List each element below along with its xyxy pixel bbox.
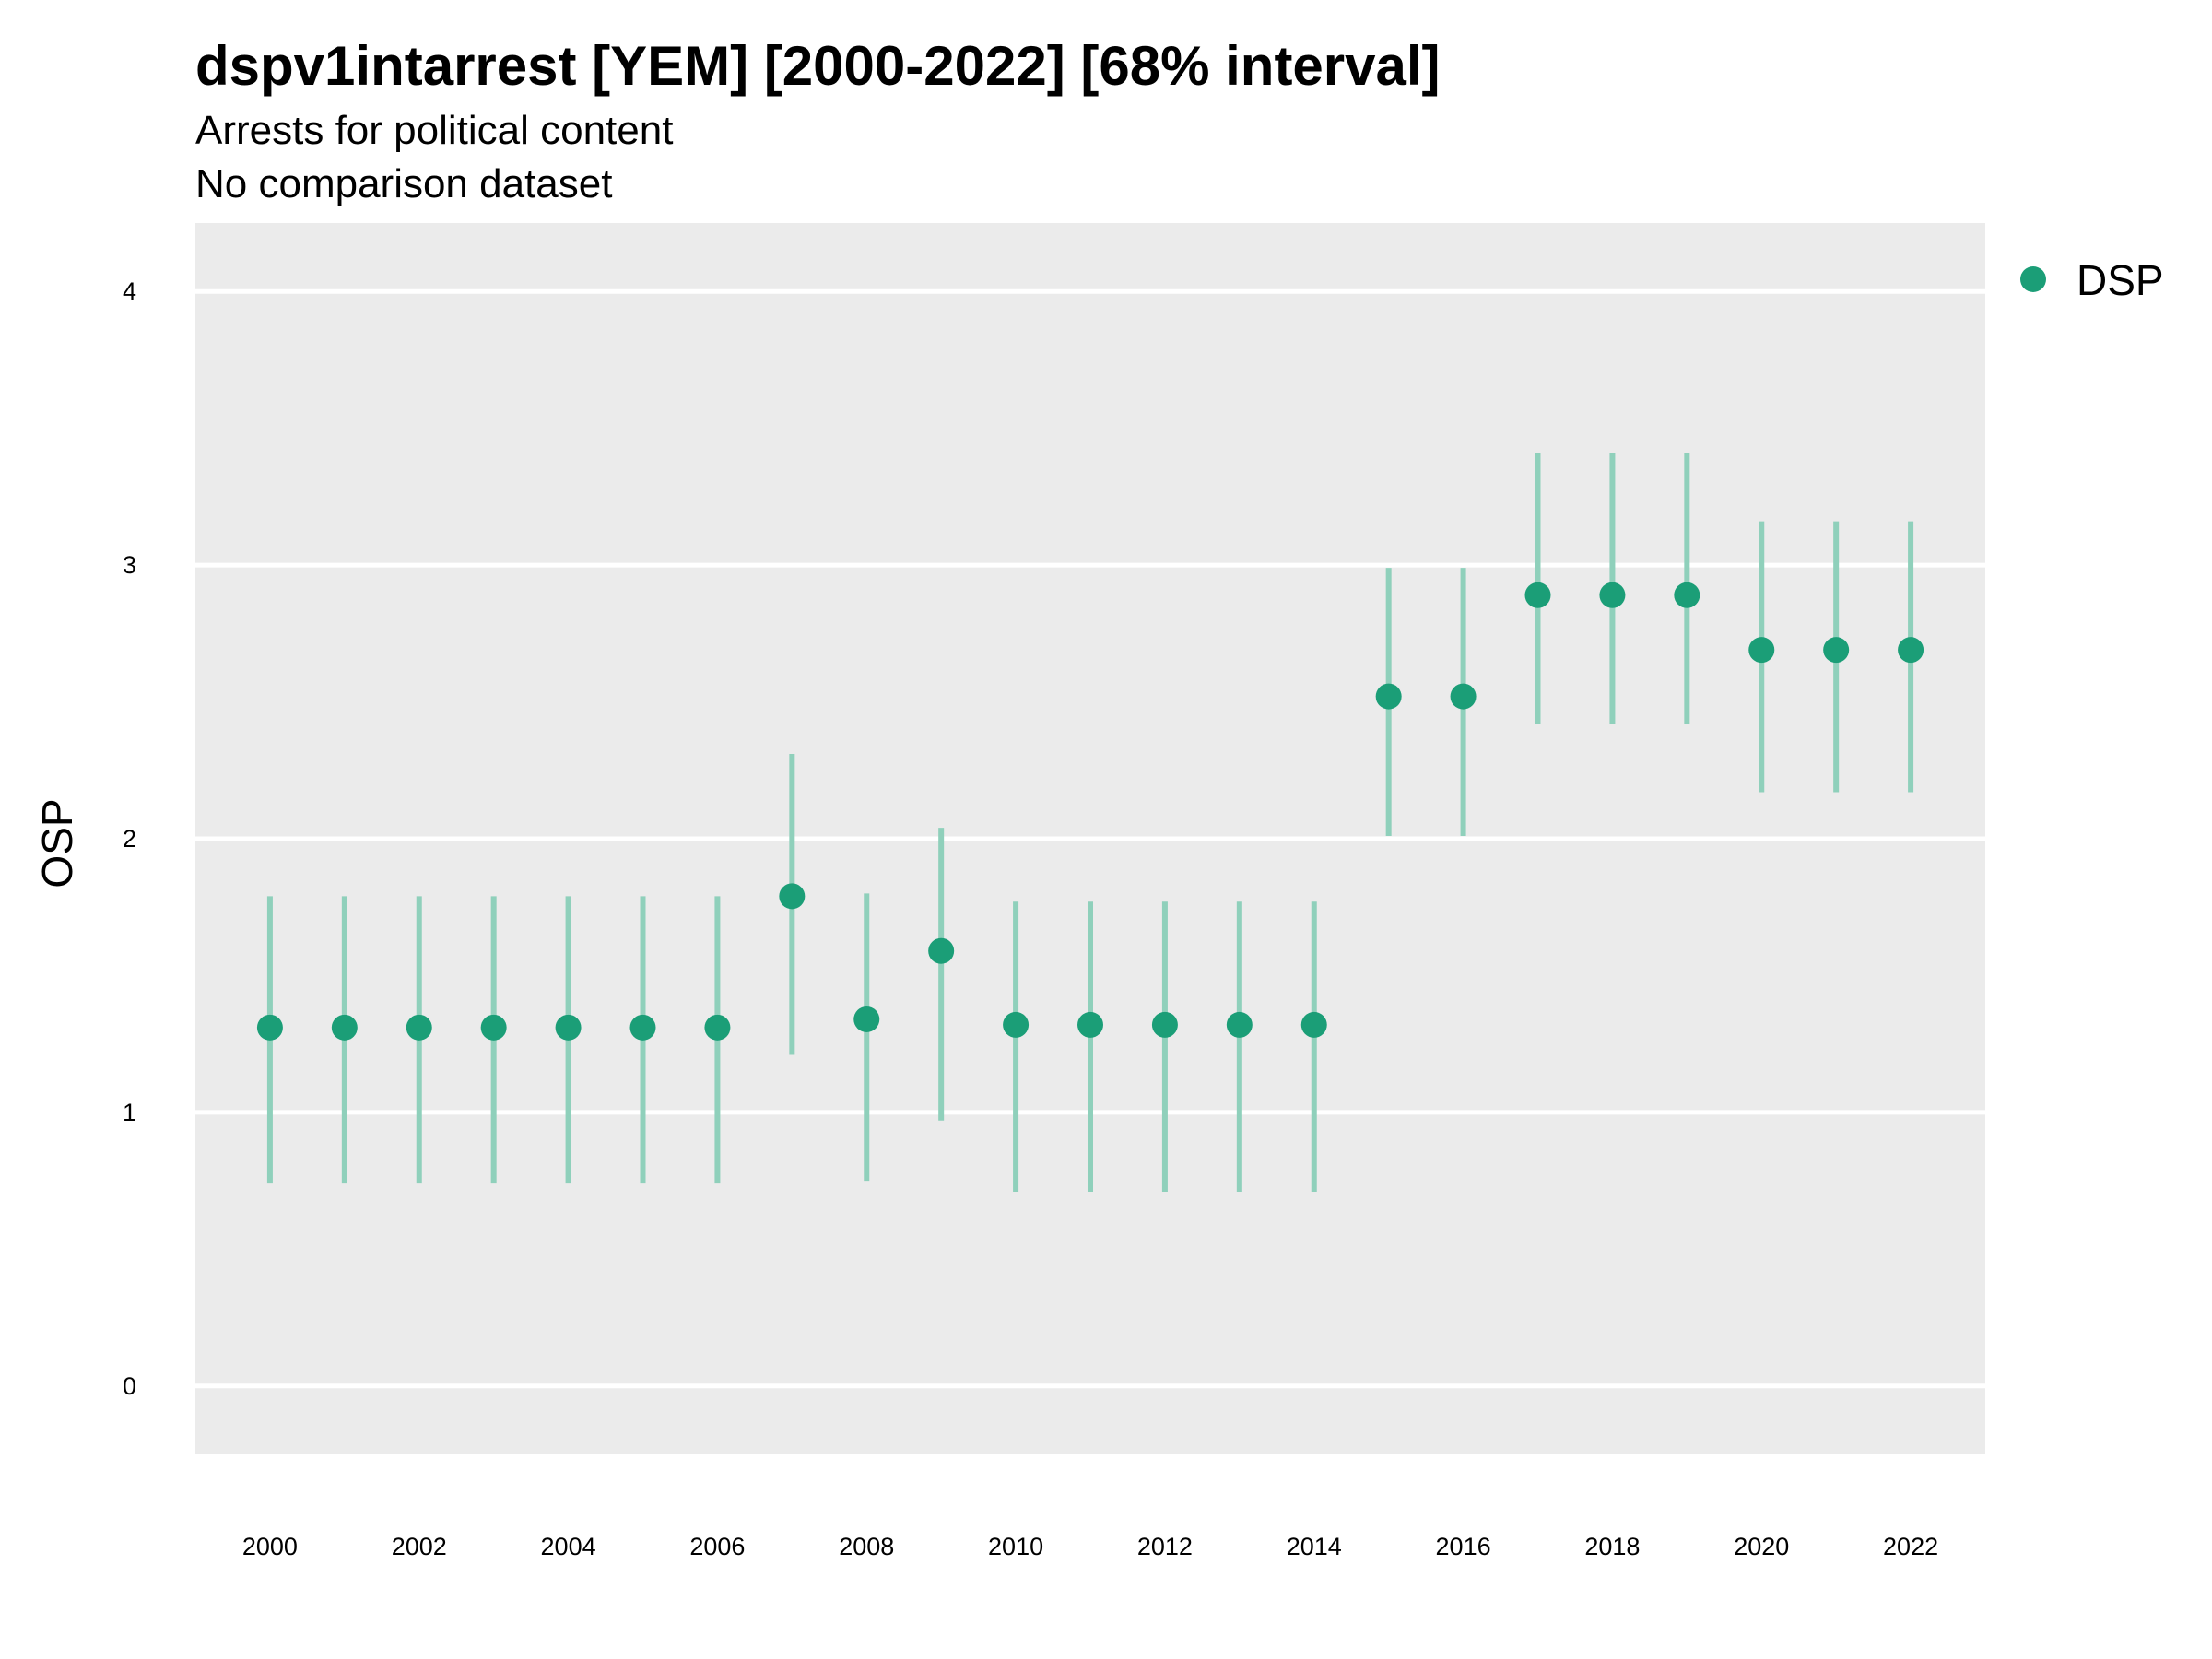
x-tick-label: 2002: [392, 1533, 447, 1560]
x-tick-label: 2010: [988, 1533, 1043, 1560]
chart-subtitle-comparison: No comparison dataset: [195, 161, 612, 206]
legend-swatch-dsp: [2020, 266, 2046, 292]
point-2010: [1003, 1011, 1030, 1038]
x-tick-label: 2016: [1436, 1533, 1491, 1560]
point-2012: [1151, 1011, 1178, 1038]
point-2014: [1300, 1011, 1327, 1038]
point-2002: [406, 1014, 432, 1041]
y-tick-label: 2: [123, 825, 136, 853]
point-2017: [1524, 582, 1551, 608]
x-tick-label: 2012: [1137, 1533, 1193, 1560]
point-2008: [853, 1006, 880, 1032]
point-2000: [256, 1014, 283, 1041]
y-tick-label: 4: [123, 277, 136, 305]
point-2021: [1823, 637, 1850, 664]
x-tick-label: 2014: [1287, 1533, 1342, 1560]
x-tick-label: 2020: [1734, 1533, 1789, 1560]
point-2006: [704, 1014, 731, 1041]
x-tick-label: 2008: [839, 1533, 894, 1560]
point-2004: [555, 1014, 582, 1041]
y-tick-label: 1: [123, 1099, 136, 1126]
y-axis-ticks: 0 1 2 3 4: [123, 277, 136, 1400]
data-series-dsp: [256, 453, 1924, 1192]
x-tick-label: 2018: [1584, 1533, 1640, 1560]
chart-subtitle: Arrests for political content: [195, 108, 673, 153]
y-tick-label: 3: [123, 551, 136, 579]
point-2020: [1748, 637, 1775, 664]
point-2015: [1375, 683, 1402, 710]
point-2013: [1226, 1011, 1253, 1038]
x-tick-label: 2000: [242, 1533, 298, 1560]
point-2011: [1077, 1011, 1103, 1038]
x-tick-label: 2022: [1883, 1533, 1938, 1560]
point-2007: [779, 883, 806, 910]
legend: DSP: [2020, 256, 2164, 304]
point-2018: [1599, 582, 1626, 608]
point-2022: [1898, 637, 1924, 664]
x-tick-label: 2004: [541, 1533, 596, 1560]
chart-title: dspv1intarrest [YEM] [2000-2022] [68% in…: [195, 35, 1441, 97]
x-axis-ticks: 2000 2002 2004 2006 2008 2010 2012 2014 2016 2018…: [242, 1533, 1938, 1560]
point-2009: [928, 937, 955, 964]
point-2003: [480, 1014, 507, 1041]
point-2019: [1674, 582, 1700, 608]
point-2005: [629, 1014, 656, 1041]
y-tick-label: 0: [123, 1372, 136, 1400]
x-tick-label: 2006: [689, 1533, 745, 1560]
point-2016: [1450, 683, 1477, 710]
legend-label-dsp: DSP: [2077, 256, 2164, 304]
point-2001: [331, 1014, 358, 1041]
y-axis-label: OSP: [33, 798, 81, 888]
